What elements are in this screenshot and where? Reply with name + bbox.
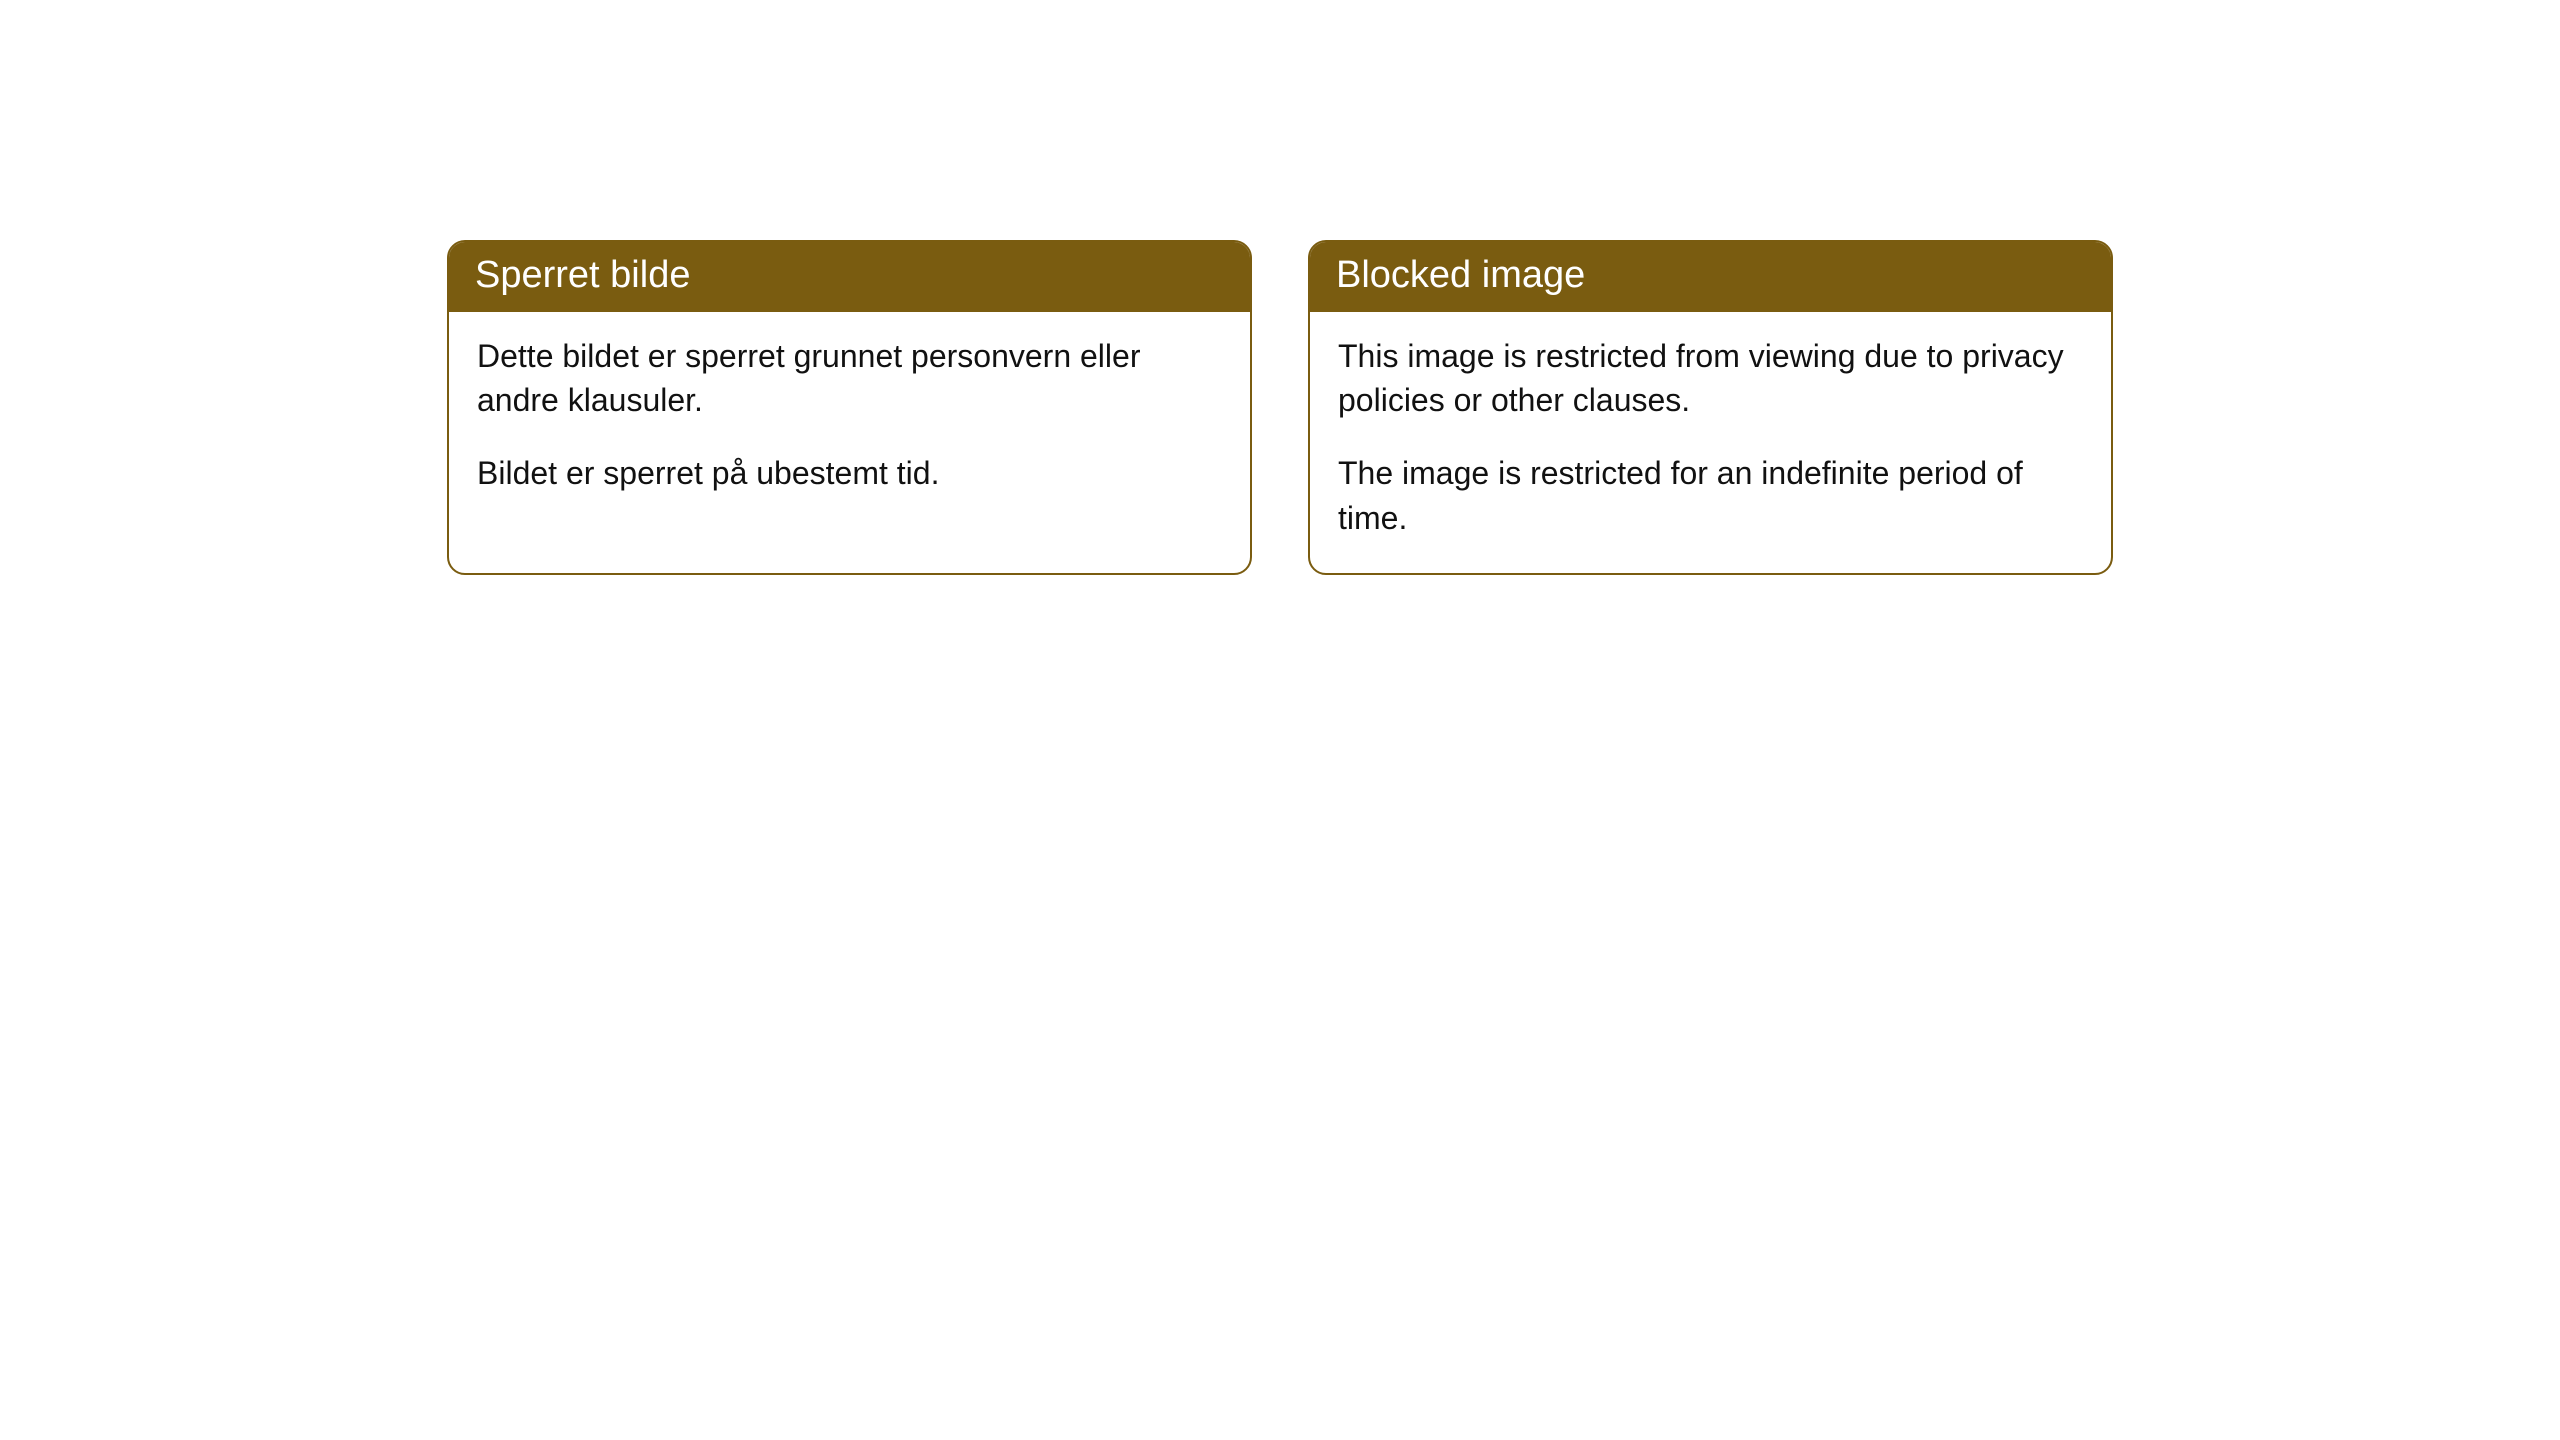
card-body: Dette bildet er sperret grunnet personve… (449, 312, 1250, 528)
card-paragraph: Bildet er sperret på ubestemt tid. (477, 451, 1222, 496)
notice-card-english: Blocked image This image is restricted f… (1308, 240, 2113, 575)
notice-card-norwegian: Sperret bilde Dette bildet er sperret gr… (447, 240, 1252, 575)
card-paragraph: This image is restricted from viewing du… (1338, 334, 2083, 424)
notice-cards-container: Sperret bilde Dette bildet er sperret gr… (447, 240, 2113, 575)
card-paragraph: Dette bildet er sperret grunnet personve… (477, 334, 1222, 424)
card-paragraph: The image is restricted for an indefinit… (1338, 451, 2083, 541)
card-header: Blocked image (1310, 242, 2111, 312)
card-header: Sperret bilde (449, 242, 1250, 312)
card-body: This image is restricted from viewing du… (1310, 312, 2111, 573)
